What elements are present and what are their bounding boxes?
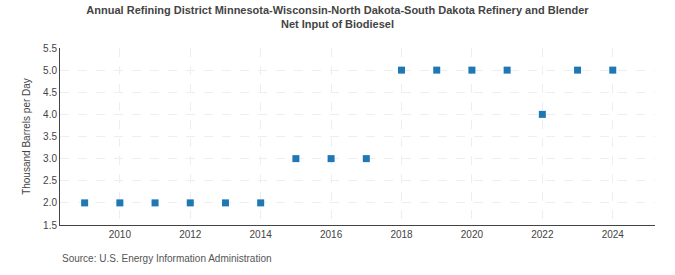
svg-text:5.0: 5.0 [43, 65, 57, 76]
svg-text:3.0: 3.0 [43, 153, 57, 164]
svg-text:Thousand Barrels per Day: Thousand Barrels per Day [21, 78, 32, 195]
svg-text:2014: 2014 [250, 229, 273, 240]
svg-text:2012: 2012 [179, 229, 202, 240]
svg-text:1.5: 1.5 [43, 220, 57, 231]
svg-text:2010: 2010 [109, 229, 132, 240]
svg-text:2016: 2016 [320, 229, 343, 240]
svg-text:2018: 2018 [390, 229, 413, 240]
svg-text:Source: U.S. Energy Informatio: Source: U.S. Energy Information Administ… [62, 253, 272, 264]
svg-text:5.5: 5.5 [43, 43, 57, 54]
svg-text:4.0: 4.0 [43, 109, 57, 120]
svg-text:4.5: 4.5 [43, 87, 57, 98]
svg-text:2022: 2022 [531, 229, 554, 240]
svg-text:2024: 2024 [602, 229, 625, 240]
svg-text:2.5: 2.5 [43, 175, 57, 186]
svg-text:2.0: 2.0 [43, 197, 57, 208]
svg-text:3.5: 3.5 [43, 131, 57, 142]
svg-text:2020: 2020 [461, 229, 484, 240]
svg-text:Annual Refining District Minne: Annual Refining District Minnesota-Wisco… [86, 4, 589, 30]
